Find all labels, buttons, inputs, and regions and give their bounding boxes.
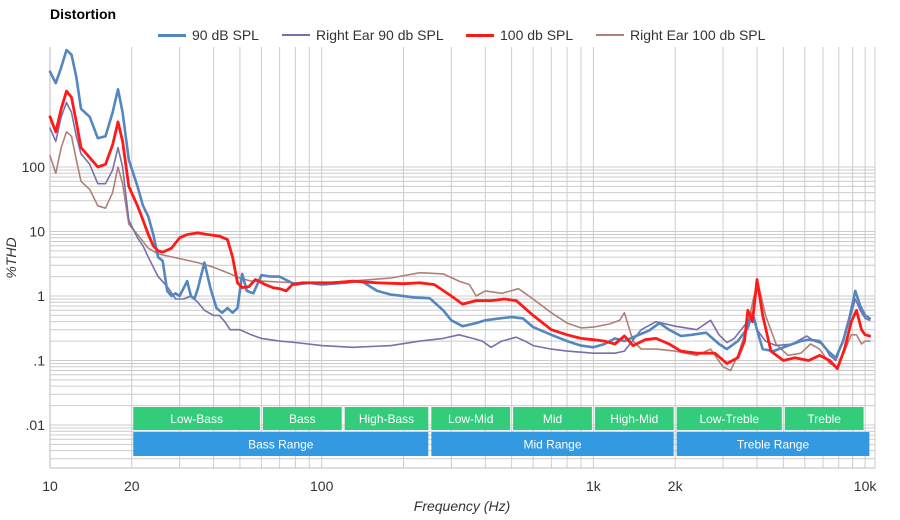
band-label-high-bass: High-Bass: [359, 412, 414, 426]
band-label-mid: Mid: [543, 412, 562, 426]
chart-title: Distortion: [50, 6, 117, 22]
band-label-high-mid: High-Mid: [610, 412, 658, 426]
band-label-low-bass: Low-Bass: [170, 412, 223, 426]
legend-swatch-right-ear-100db: [596, 34, 624, 36]
band-treble: [784, 407, 864, 430]
y-axis-label: %THD: [3, 237, 19, 278]
band-mid-range: [431, 432, 674, 456]
x-tick-label: 100: [310, 478, 334, 494]
x-tick-label: 20: [124, 478, 140, 494]
x-tick-label: 10k: [854, 478, 878, 494]
band-label-low-treble: Low-Treble: [699, 412, 759, 426]
band-label-treble-range: Treble Range: [737, 438, 810, 452]
y-tick-label: 10: [29, 224, 45, 240]
band-label-treble: Treble: [807, 412, 841, 426]
x-axis-label: Frequency (Hz): [414, 498, 510, 514]
legend-item-right-ear-90db[interactable]: Right Ear 90 db SPL: [282, 27, 444, 43]
series-line-100-db-spl: [48, 89, 872, 370]
legend-swatch-100db: [466, 33, 494, 37]
legend-label-90db: 90 dB SPL: [192, 27, 259, 43]
x-tick-label: 10: [42, 478, 58, 494]
y-tick-label: .1: [33, 353, 45, 369]
band-treble-range: [676, 432, 870, 456]
band-mid: [513, 407, 592, 430]
frequency-bands: Low-Bass Bass High-Bass Low-Mid Mid High-Mid L…: [133, 407, 870, 456]
band-high-mid: [594, 407, 674, 430]
band-bass: [262, 407, 342, 430]
axes: 10 20 100 1k 2k 10k 100 10 1 .1 .01: [22, 159, 878, 494]
band-high-bass: [344, 407, 429, 430]
legend-item-90db[interactable]: 90 dB SPL: [158, 27, 259, 43]
y-tick-label: .01: [26, 417, 46, 433]
legend-swatch-right-ear-90db: [282, 34, 310, 36]
legend-label-100db: 100 db SPL: [500, 27, 574, 43]
band-low-mid: [431, 407, 511, 430]
x-tick-label: 1k: [586, 478, 602, 494]
y-tick-label: 1: [37, 288, 45, 304]
band-label-bass: Bass: [289, 412, 316, 426]
band-low-bass: [133, 407, 260, 430]
band-low-treble: [676, 407, 782, 430]
band-label-bass-range: Bass Range: [248, 438, 314, 452]
legend-swatch-90db: [158, 33, 186, 37]
band-label-mid-range: Mid Range: [523, 438, 581, 452]
y-tick-label: 100: [22, 159, 46, 175]
x-tick-label: 2k: [668, 478, 684, 494]
legend: 90 dB SPL Right Ear 90 db SPL 100 db SPL…: [0, 27, 900, 45]
band-bass-range: [133, 432, 429, 456]
legend-label-right-ear-90db: Right Ear 90 db SPL: [316, 27, 444, 43]
legend-label-right-ear-100db: Right Ear 100 db SPL: [630, 27, 766, 43]
legend-item-right-ear-100db[interactable]: Right Ear 100 db SPL: [596, 27, 765, 43]
band-label-low-mid: Low-Mid: [448, 412, 493, 426]
legend-item-100db[interactable]: 100 db SPL: [466, 27, 573, 43]
series-lines: [48, 48, 872, 372]
